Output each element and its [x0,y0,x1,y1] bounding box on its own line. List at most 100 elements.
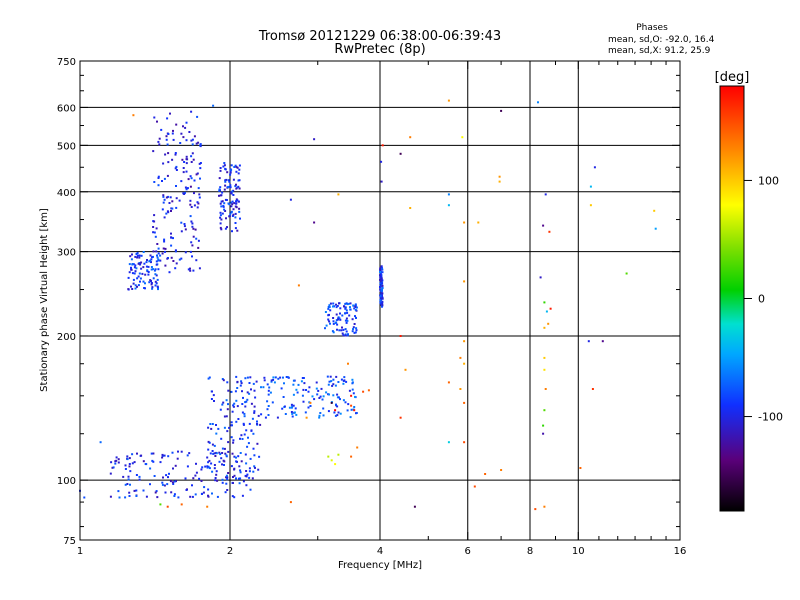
cluster-6-point [342,328,345,331]
cluster-0-point [185,155,188,158]
cluster-3-point [242,480,245,483]
cluster-5-point [288,406,291,409]
cluster-3-point [198,477,201,480]
cluster-1-point [131,288,134,290]
cluster-0-point [198,162,201,165]
cluster-5-point [274,376,277,379]
cluster-3-point [248,470,251,473]
cluster-7-point [379,267,382,270]
data-point-17 [447,204,450,207]
data-point-22 [500,109,503,112]
cluster-1-point [147,273,150,276]
cluster-4-point [253,389,256,392]
cluster-4-point [254,396,257,399]
cluster-4-point [256,442,259,445]
cluster-3-point [202,491,205,494]
data-point-30 [543,301,546,304]
cluster-7-point [379,272,382,275]
cluster-5-point [282,376,284,379]
cluster-6-point [338,317,341,320]
cluster-6-point [331,330,334,333]
cluster-4-point [259,423,262,426]
cluster-0-point [191,152,194,155]
cluster-5-point [302,400,305,403]
cluster-0-point [155,227,158,230]
cluster-3-point [166,483,169,486]
cluster-2-point [225,217,227,220]
cluster-3-point [145,463,148,466]
cluster-0-point [190,155,193,158]
cluster-6-point [345,321,348,324]
cluster-0-point [199,167,202,170]
cluster-2-point [238,187,241,190]
cluster-1-point [134,270,137,273]
cluster-4-point [220,457,223,460]
cluster-3-point [248,467,251,470]
cluster-5-point [302,388,305,391]
cluster-0-point [189,199,192,202]
cluster-6-point [341,332,344,335]
cluster-2-point [231,203,234,206]
cluster-3-point [110,461,113,464]
cluster-1-point [127,288,130,291]
grid-lines [80,61,680,540]
cluster-3-point [142,460,145,463]
cluster-0-point [172,129,174,132]
cluster-5-point [319,395,322,398]
cluster-4-point [243,415,246,418]
cluster-5-point [301,394,304,397]
data-point-37 [544,388,547,390]
y-axis-ticks: 75 100 200 300 400 500 600 750 [57,57,680,547]
cluster-4-point [222,459,225,462]
cluster-0-point [168,202,171,204]
cluster-1-point [156,256,159,259]
cluster-2-point [234,222,237,224]
cluster-4-point [221,378,224,380]
cluster-0-point [199,144,202,147]
cluster-6-point [353,331,356,334]
data-point-3 [132,114,135,117]
cluster-2-point [218,194,220,197]
cluster-3-point [156,496,159,499]
cluster-4-point [250,402,253,405]
x-tick-label-1: 1 [77,546,83,557]
cluster-4-point [249,376,252,379]
cluster-6-point [327,318,330,321]
cluster-0-point [171,200,174,203]
cluster-5-point [333,411,336,414]
data-point-6 [313,221,316,224]
cluster-0-point [182,125,184,128]
cluster-5-point [285,376,288,378]
cluster-7-point [380,292,383,295]
cluster-3-point [186,465,189,468]
cluster-3-point [249,488,252,491]
cluster-4-point [228,426,231,429]
cluster-2-point [229,191,232,194]
cluster-6-point [354,315,356,318]
cluster-6-point [354,306,357,308]
cluster-3-point [173,480,176,483]
cluster-1-point [154,273,157,276]
cluster-5-point [342,382,345,385]
cluster-0-point [180,257,183,260]
cluster-3-point [133,461,136,464]
cluster-5-point [279,376,282,379]
cluster-1-point [138,254,141,257]
cluster-7-point [379,282,382,285]
cluster-0-point [169,196,172,199]
cluster-4-point [235,456,237,459]
cluster-1-point [130,266,132,269]
cluster-3-point [191,484,193,487]
cluster-4-point [235,460,238,463]
cluster-5-point [337,411,340,414]
cluster-1-point [133,272,136,275]
cluster-5-point [335,403,337,406]
cluster-3-point [245,462,248,465]
cluster-4-point [243,433,246,436]
cluster-0-point [158,143,161,146]
cluster-6-point [346,311,349,314]
cluster-5-point [277,377,280,380]
cluster-5-point [308,401,311,404]
cluster-1-point [144,273,147,276]
cluster-0-point [192,227,195,230]
